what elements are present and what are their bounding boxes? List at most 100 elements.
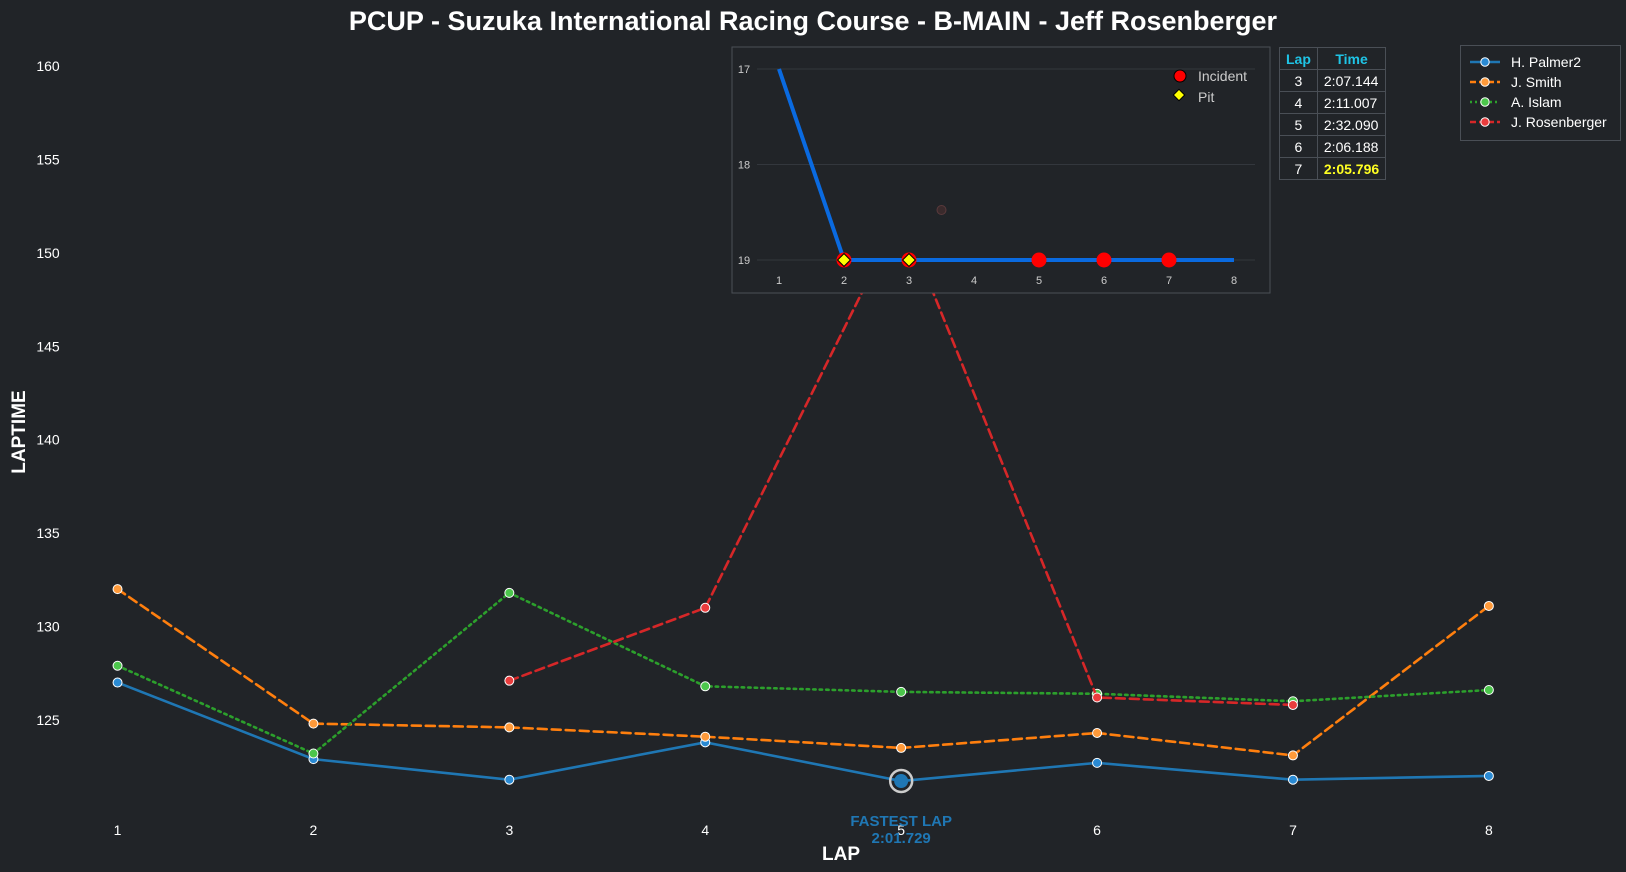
inset-legend: Incident Pit [1172, 68, 1247, 105]
y-tick-label: 140 [36, 432, 60, 448]
legend-item: J. Smith [1469, 72, 1562, 92]
time-cell: 2:32.090 [1316, 113, 1387, 136]
y-tick-label: 150 [36, 245, 60, 261]
inset-x-tick-label: 3 [906, 275, 912, 287]
x-tick-label: 8 [1485, 822, 1493, 838]
x-tick-label: 7 [1289, 822, 1297, 838]
x-axis-label: LAP [822, 844, 860, 865]
a-islam-point [112, 660, 123, 671]
legend-item: A. Islam [1469, 92, 1562, 112]
table-header-row: Lap Time [1279, 47, 1387, 70]
lap-cell: 5 [1279, 113, 1318, 136]
j-rosenberger-point [1092, 692, 1103, 703]
a-islam-point [504, 587, 515, 598]
j-rosenberger-point [700, 602, 711, 613]
time-cell: 2:07.144 [1316, 69, 1387, 92]
inset-y-tick-label: 19 [738, 255, 750, 267]
legend: H. Palmer2 J. Smith A. Islam J. Rosenberger [1460, 45, 1621, 141]
a-islam-line [116, 591, 1491, 756]
pit-legend-marker [1172, 88, 1186, 102]
y-tick-label: 135 [36, 525, 60, 541]
legend-item: H. Palmer2 [1469, 52, 1581, 72]
h-palmer2-point [1287, 774, 1298, 785]
lap-cell: 3 [1279, 69, 1318, 92]
fastest-time-cell: 2:05.796 [1316, 157, 1387, 180]
table-row: 5 2:32.090 [1279, 113, 1387, 136]
inset-y-tick-labels: 17 18 19 [738, 64, 750, 267]
position-inset: 17 18 19 1 2 3 4 5 6 7 8 Incident Pit [731, 46, 1271, 294]
inset-x-tick-label: 5 [1036, 275, 1042, 287]
j-smith-point [504, 722, 515, 733]
a-islam-point [308, 748, 319, 759]
j-smith-point [1287, 750, 1298, 761]
pit-legend-label: Pit [1198, 89, 1214, 105]
j-smith-point [308, 718, 319, 729]
j-smith-point [1483, 600, 1494, 611]
table-row: 3 2:07.144 [1279, 69, 1387, 92]
chart-title: PCUP - Suzuka International Racing Cours… [349, 6, 1278, 36]
j-rosenberger-point [504, 675, 515, 686]
inset-x-tick-label: 1 [776, 275, 782, 287]
inset-x-tick-label: 8 [1231, 275, 1237, 287]
y-axis-label: LAPTIME [9, 390, 30, 473]
inset-y-tick-label: 17 [738, 64, 750, 76]
inset-x-tick-labels: 1 2 3 4 5 6 7 8 [776, 275, 1237, 287]
inset-x-tick-label: 4 [971, 275, 977, 287]
fastest-lap-annotation: FASTEST LAP 2:01.729 [850, 768, 952, 847]
fastest-lap-ring [888, 768, 914, 794]
table-row: 4 2:11.007 [1279, 91, 1387, 114]
inset-y-tick-label: 18 [738, 160, 750, 172]
incident-marker [1096, 252, 1112, 268]
table-row: 7 2:05.796 [1279, 157, 1387, 180]
a-islam-point [700, 681, 711, 692]
y-tick-label: 130 [36, 618, 60, 634]
legend-item: J. Rosenberger [1469, 112, 1607, 132]
x-tick-label: 4 [701, 822, 709, 838]
j-smith-point [1092, 727, 1103, 738]
legend-swatch [1470, 117, 1500, 127]
x-tick-label: 2 [310, 822, 318, 838]
incident-legend-marker [1173, 69, 1187, 83]
fastest-lap-marker [894, 774, 909, 789]
j-smith-point [700, 731, 711, 742]
x-tick-label: 5 [897, 822, 905, 838]
a-islam-point [1483, 685, 1494, 696]
lap-cell: 6 [1279, 135, 1318, 158]
x-tick-labels: 1 2 3 4 5 6 7 8 [114, 822, 1493, 838]
y-tick-labels: 125 130 135 140 145 150 155 160 [36, 58, 60, 728]
inset-faint-marker [936, 205, 947, 215]
legend-label: J. Rosenberger [1511, 114, 1607, 130]
x-tick-label: 3 [505, 822, 513, 838]
incident-marker [1031, 252, 1047, 268]
incident-legend-label: Incident [1198, 68, 1247, 84]
h-palmer2-point [1092, 757, 1103, 768]
j-smith-point [112, 584, 123, 595]
table-row: 6 2:06.188 [1279, 135, 1387, 158]
legend-label: J. Smith [1511, 74, 1562, 90]
h-palmer2-point [504, 774, 515, 785]
j-smith-point [896, 742, 907, 753]
legend-label: H. Palmer2 [1511, 54, 1582, 70]
j-smith-line [116, 587, 1491, 757]
legend-swatch [1470, 97, 1500, 107]
table-body: 3 2:07.144 4 2:11.007 5 2:32.090 6 2:06.188 7 2:0… [1279, 69, 1387, 180]
inset-series [777, 68, 1234, 268]
time-column-header: Time [1316, 47, 1387, 70]
j-rosenberger-point [1287, 699, 1298, 710]
fastest-lap-label: FASTEST LAP [850, 813, 952, 830]
h-palmer2-line [116, 681, 1491, 783]
inset-x-tick-label: 2 [841, 275, 847, 287]
lap-column-header: Lap [1279, 47, 1318, 70]
fastest-lap-value: 2:01.729 [872, 830, 931, 847]
series-lines [112, 208, 1494, 787]
time-cell: 2:06.188 [1316, 135, 1387, 158]
a-islam-point [896, 686, 907, 697]
y-tick-label: 145 [36, 338, 60, 354]
y-tick-label: 155 [36, 151, 60, 167]
inset-x-tick-label: 6 [1101, 275, 1107, 287]
legend-swatch [1470, 77, 1500, 87]
h-palmer2-point [112, 677, 123, 688]
y-tick-label: 125 [36, 712, 60, 728]
y-tick-label: 160 [36, 58, 60, 74]
